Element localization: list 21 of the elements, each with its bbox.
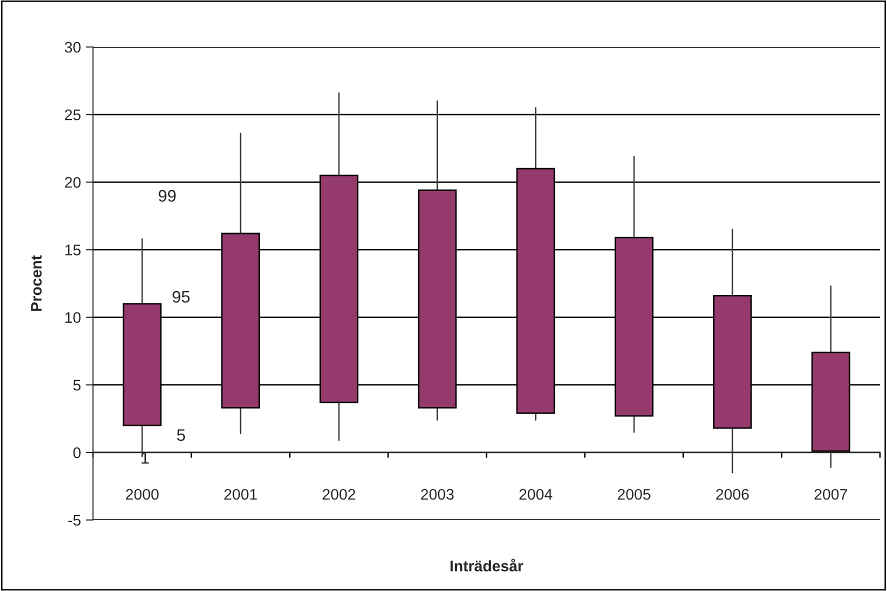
y-tick-label: 0 [73,447,81,458]
x-tick-label: 2004 [519,488,552,500]
x-tick-label: 2003 [421,488,454,500]
y-tick-label: 15 [65,244,81,256]
x-tick-label: 2007 [814,488,848,500]
y-tick-label: 10 [65,312,81,323]
annotation: 5 [177,429,186,441]
y-axis-title: Procent [31,255,42,311]
y-tick-label: 25 [64,109,81,120]
annotation: 99 [158,190,176,202]
x-tick-label: 2001 [224,488,257,500]
y-tick-label: -5 [68,515,81,526]
x-tick-label: 2005 [618,488,650,500]
y-tick-label: 5 [73,380,81,391]
y-tick-label: 20 [64,177,81,188]
x-axis-title: Inträdesår [450,558,524,572]
x-tick-label: 2002 [322,488,356,500]
annotation: 95 [172,290,190,303]
x-tick-label: 2000 [126,488,159,500]
x-tick-label: 2006 [716,488,749,500]
y-tick-label: 30 [64,42,81,53]
